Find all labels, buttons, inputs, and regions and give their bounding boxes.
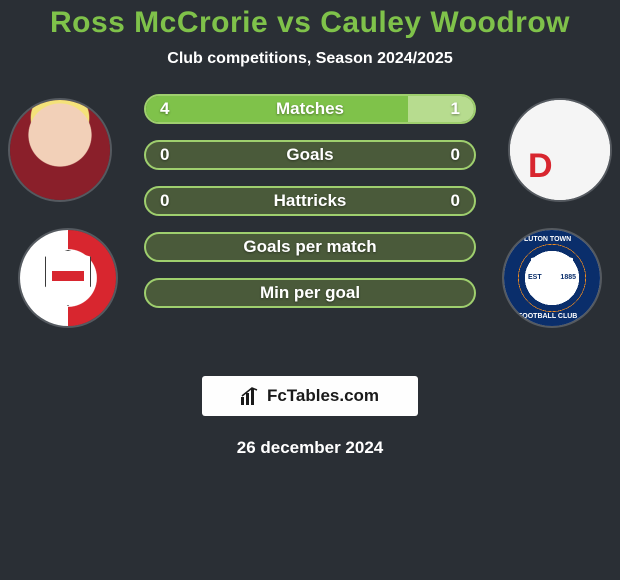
chart-icon — [241, 387, 261, 405]
crest-text-bottom: FOOTBALL CLUB — [518, 313, 577, 320]
stat-label: Hattricks — [274, 191, 347, 211]
stat-label: Goals — [286, 145, 333, 165]
stat-value-right: 0 — [451, 191, 460, 211]
stat-row: Hattricks 0 0 — [144, 186, 476, 216]
crest-text-est: EST — [528, 274, 542, 281]
stat-value-right: 1 — [451, 99, 460, 119]
stat-label: Goals per match — [243, 237, 376, 257]
stat-value-left: 0 — [160, 145, 169, 165]
stat-value-left: 0 — [160, 191, 169, 211]
jersey-placeholder-icon — [510, 100, 610, 200]
club-right-crest: LUTON TOWN FOOTBALL CLUB EST 1885 — [502, 228, 602, 328]
stat-fill-right — [408, 96, 474, 122]
watermark: FcTables.com — [202, 376, 418, 416]
bristol-city-crest-icon — [20, 230, 116, 326]
stat-bars: Matches 4 1 Goals 0 0 Hattricks 0 0 Goals per mat… — [144, 94, 476, 324]
player-right-avatar — [508, 98, 612, 202]
player-left-avatar — [8, 98, 112, 202]
face-placeholder-icon — [10, 100, 110, 200]
crest-text-top: LUTON TOWN — [524, 236, 571, 243]
comparison-panel: LUTON TOWN FOOTBALL CLUB EST 1885 Matche… — [0, 98, 620, 358]
club-left-crest — [18, 228, 118, 328]
stat-value-left: 4 — [160, 99, 169, 119]
date-line: 26 december 2024 — [0, 438, 620, 458]
stat-row: Goals per match — [144, 232, 476, 262]
stat-row: Matches 4 1 — [144, 94, 476, 124]
stat-label: Matches — [276, 99, 344, 119]
stat-value-right: 0 — [451, 145, 460, 165]
watermark-text: FcTables.com — [267, 386, 379, 406]
subtitle: Club competitions, Season 2024/2025 — [0, 50, 620, 68]
stat-label: Min per goal — [260, 283, 360, 303]
page-title: Ross McCrorie vs Cauley Woodrow — [0, 0, 620, 40]
luton-town-crest-icon: LUTON TOWN FOOTBALL CLUB EST 1885 — [504, 230, 600, 326]
stat-row: Goals 0 0 — [144, 140, 476, 170]
stat-row: Min per goal — [144, 278, 476, 308]
crest-text-year: 1885 — [560, 274, 576, 281]
